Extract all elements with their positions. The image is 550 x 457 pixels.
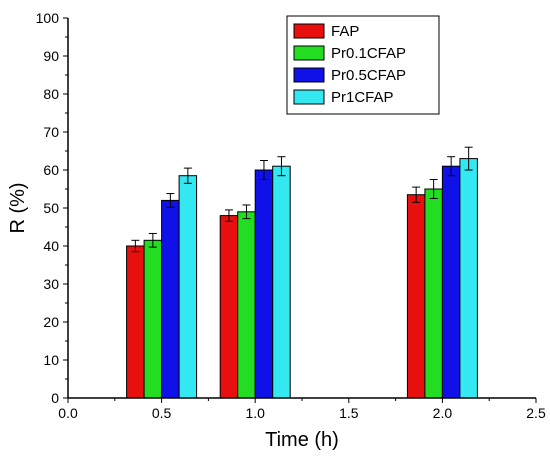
bar [254,169,274,399]
bar [143,239,163,399]
y-tick-label: 20 [43,314,59,330]
x-tick-label: 0.0 [58,405,78,421]
x-tick-label: 1.5 [339,405,359,421]
legend-label: FAP [331,23,359,40]
legend-label: Pr1CFAP [331,89,394,106]
bar [237,211,256,399]
y-tick-label: 0 [51,390,59,406]
legend-label: Pr0.5CFAP [331,67,406,84]
x-tick-label: 2.0 [433,405,453,421]
axes: 0 10 20 30 40 50 60 70 80 90 100 0.0 0.5 1.0 1.5 2.0 2.5… [7,10,546,451]
legend-swatch [293,89,325,105]
x-tick-label: 1.0 [245,405,265,421]
bar [161,199,180,399]
y-tick-label: 80 [43,86,59,102]
y-tick-label: 40 [43,238,59,254]
x-tick-label: 0.5 [152,405,172,421]
y-tick-label: 100 [36,10,60,26]
y-tick-label: 90 [43,48,59,64]
bar [424,188,443,399]
y-tick-label: 10 [43,352,59,368]
y-tick-label: 70 [43,124,59,140]
bar [406,194,426,399]
legend-swatch [293,45,325,61]
plot-area [126,146,478,399]
legend: FAP Pr0.1CFAP Pr0.5CFAP Pr1CFAP [286,15,440,115]
legend-label: Pr0.1CFAP [331,45,406,62]
bar [459,158,478,399]
bar [126,245,145,399]
bar [219,215,239,399]
y-tick-label: 30 [43,276,59,292]
bar [441,165,461,399]
bar [272,165,291,399]
y-tick-label: 60 [43,162,59,178]
bar [178,175,198,399]
legend-swatch [293,23,325,39]
y-axis-title: R (%) [7,182,29,233]
x-axis-title: Time (h) [265,429,339,451]
legend-swatch [293,67,325,83]
x-tick-label: 2.5 [526,405,546,421]
y-tick-label: 50 [43,200,59,216]
